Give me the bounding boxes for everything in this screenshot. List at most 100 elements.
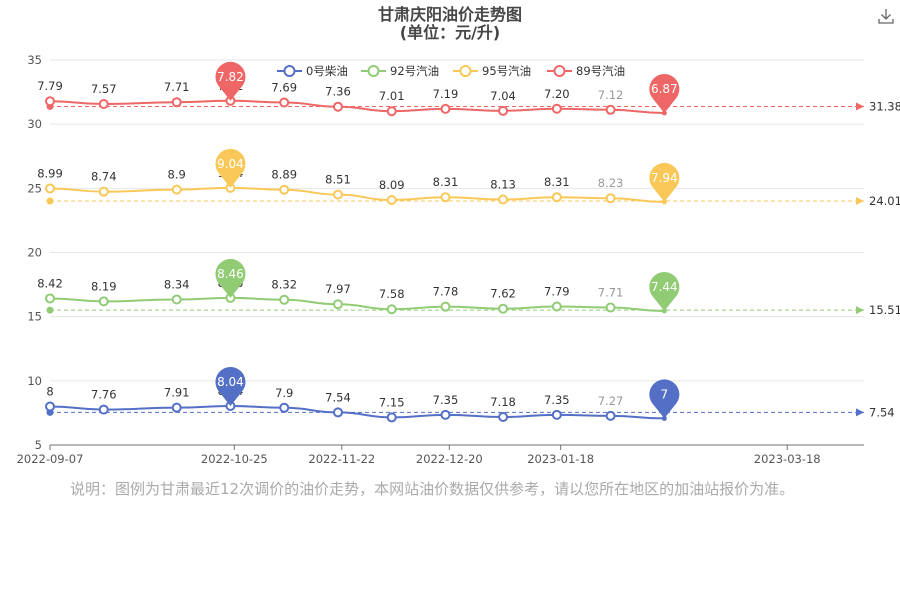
data-label: 7.57 [91,82,117,96]
legend-label: 92号汽油 [390,64,439,78]
legend-item[interactable]: 92号汽油 [361,64,439,78]
max-marker: 8.04 [215,366,246,406]
grid: 5 10 15 20 25 30 35 [27,53,864,452]
min-marker: 7.44 [649,272,680,312]
series-4: 31.38 7.79 7.57 7.71 7.82 7.69 7.36 7.01 7.19 7.0… [37,61,900,117]
average-label: 7.54 [869,405,895,419]
legend-marker [283,65,296,77]
series-line [49,296,665,313]
y-tick-label: 15 [27,310,42,324]
download-icon[interactable] [876,6,896,26]
data-label: 8 [46,385,53,399]
data-point [45,183,55,194]
data-label: 7.78 [433,285,459,299]
y-tick-label: 10 [27,374,42,388]
data-point [98,99,109,110]
average-start-dot [46,306,54,314]
y-tick-label: 35 [27,53,42,67]
data-label: 8.99 [37,166,63,180]
data-point [45,401,55,412]
data-label: 7.27 [598,394,624,408]
legend-item[interactable]: 0号柴油 [277,64,348,78]
data-label: 7.15 [379,395,405,409]
data-label: 8.9 [168,168,186,182]
average-start-dot [46,197,54,205]
data-label: 8.09 [379,178,405,192]
data-label: 7.79 [544,285,570,299]
x-tick-label: 2022-09-07 [17,452,84,466]
legend-marker [367,65,380,77]
data-label: 8.34 [164,277,190,291]
max-marker: 8.46 [215,258,246,298]
data-point [551,103,562,114]
data-label: 7.20 [544,87,570,101]
data-label: 7.18 [490,395,516,409]
data-point [45,96,55,107]
data-point [332,189,343,200]
legend-item[interactable]: 95号汽油 [453,64,531,78]
max-marker: 9.04 [215,148,246,188]
legend-label: 0号柴油 [306,64,348,78]
data-label: 8.42 [37,276,63,290]
average-label: 15.51 [869,303,900,317]
series-3: 24.01 8.99 8.74 8.9 9.04 8.89 8.51 8.09 8.31 8.13… [37,148,900,208]
data-label: 8.23 [598,176,624,190]
data-point [440,409,451,420]
average-label: 31.38 [869,99,900,113]
data-label: 8.31 [544,175,570,189]
data-label: 8.31 [433,175,459,189]
pin-label: 7.94 [651,171,678,185]
data-point [440,192,451,203]
data-point [498,105,509,116]
data-point [498,303,509,314]
data-point [605,104,616,115]
legend-label: 89号汽油 [576,64,625,78]
legend-item[interactable]: 89号汽油 [547,64,625,78]
x-tick-label: 2022-10-25 [201,452,268,466]
data-label: 7.12 [598,88,624,102]
data-point [551,409,562,420]
data-point [551,301,562,312]
y-tick-label: 25 [27,181,42,195]
max-marker: 7.82 [215,61,246,101]
data-point [386,195,397,206]
data-point [171,294,182,305]
pin-shape [649,379,680,419]
data-label: 7.76 [91,388,117,402]
average-label: 24.01 [869,194,900,208]
data-point [171,184,182,195]
legend[interactable]: 0号柴油 92号汽油 95号汽油 89号汽油 [277,64,625,78]
data-point [386,304,397,315]
data-point [171,97,182,108]
legend-marker [553,65,566,77]
data-point [440,103,451,114]
data-label: 7.54 [325,390,351,404]
data-label: 8.32 [271,278,297,292]
min-marker: 7 [649,379,680,419]
data-label: 7.71 [164,80,190,94]
data-point [279,294,290,305]
chart-subtitle: (单位：元/升) [400,23,500,42]
x-tick-label: 2022-12-20 [416,452,483,466]
data-point [551,192,562,203]
data-point [279,97,290,108]
data-point [279,402,290,413]
pin-label: 7.82 [217,70,244,84]
data-label: 7.62 [490,287,516,301]
data-point [45,293,55,304]
pin-label: 9.04 [217,157,244,171]
data-label: 7.97 [325,282,351,296]
pin-shape [215,61,246,101]
data-label: 7.36 [325,85,351,99]
series-1: 7.54 8 7.76 7.91 8.04 7.9 7.54 7.15 7.35 7.18 7.35… [45,366,895,423]
x-tick-label: 2022-11-22 [308,452,375,466]
data-point [605,193,616,204]
data-point [386,412,397,423]
legend-label: 95号汽油 [482,64,531,78]
pin-shape [215,258,246,298]
data-label: 7.04 [490,89,516,103]
data-point [386,106,397,117]
chart-title: 甘肃庆阳油价走势图 [378,5,522,24]
pin-shape [649,162,680,202]
data-point [171,402,182,413]
